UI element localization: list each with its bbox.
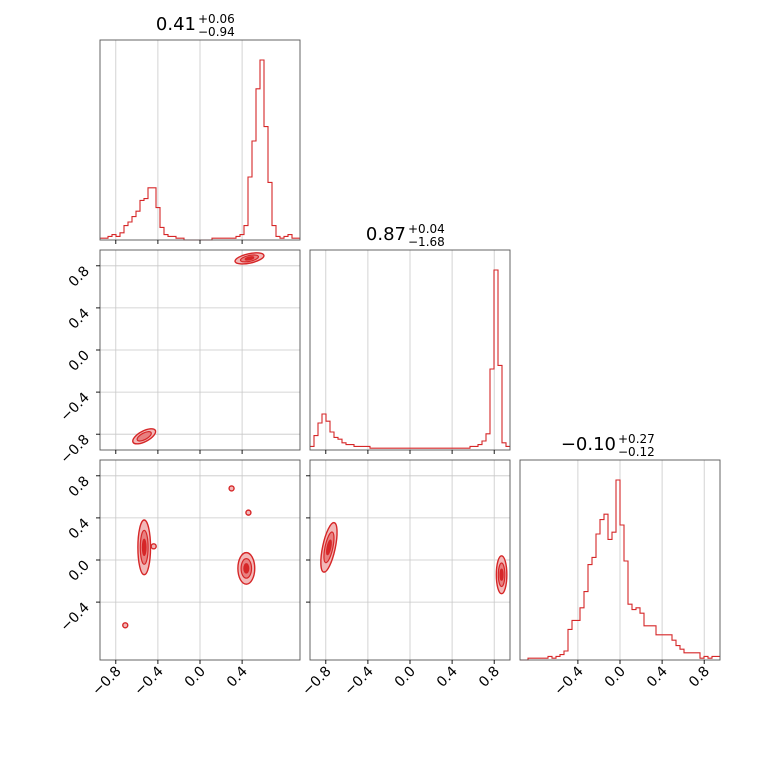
contour-p1-p2-region-0-inner [244,256,255,261]
contour-p1-p3-region-2-outer [228,485,235,492]
contour-p1-p2-region-1-mid [136,431,152,442]
contour-p2-p3-xtick-label-3: 0.4 [434,663,461,690]
contour-p1-p3-region-3-outer [245,509,252,516]
hist-p3-title: −0.10 +0.27−0.12 [561,432,655,459]
contour-p1-p3-region-5-outer [150,543,157,550]
contour-p1-p2-ytick-label-4: 0.8 [66,263,93,290]
hist-p3-title-value: −0.10 [561,434,616,455]
contour-p2-p3-region-0-inner [326,539,332,556]
contour-p1-p3-ytick-label-2: 0.4 [66,515,93,542]
contour-p1-p3-xtick-label-2: 0.0 [182,664,209,691]
contour-p1-p3-region-0-inner [141,538,147,557]
contour-p1-p3-xtick-label-1: −0.4 [131,663,166,698]
hist-p3-title-plus: +0.27 [618,432,655,446]
contour-p2-p3-xtick-label-2: 0.0 [392,664,419,691]
hist-p3-title-minus: −0.12 [618,445,655,459]
hist-p2-title: 0.87 +0.04−1.68 [366,222,445,249]
hist-p3-xtick-label-0: −0.4 [551,663,586,698]
contour-p1-p3-xtick-label-3: 0.4 [224,663,251,690]
contour-p2-p3-xtick-label-0: −0.8 [299,664,334,699]
contour-p1-p3-ytick-label-0: −0.4 [57,600,92,635]
hist-p3-xtick-label-3: 0.8 [686,664,713,691]
contour-p2-p3-xtick-label-1: −0.4 [341,663,376,698]
hist-p2-step [310,269,510,449]
hist-p1-title-minus: −0.94 [198,25,235,39]
contour-p1-p3-ytick-label-1: 0.0 [66,558,93,585]
hist-p1-title: 0.41 +0.06−0.94 [156,12,235,39]
hist-p3-xtick-label-1: 0.0 [602,664,629,691]
hist-p3-step [520,479,720,661]
hist-p1-title-value: 0.41 [156,14,196,35]
contour-p1-p3-ytick-label-3: 0.8 [66,473,93,500]
contour-p1-p3-region-4-outer [122,622,129,629]
contour-p1-p2-ytick-label-3: 0.4 [66,305,93,332]
hist-p2-title-value: 0.87 [366,224,406,245]
contour-p1-p2-ytick-label-2: 0.0 [66,348,93,375]
hist-p2-title-minus: −1.68 [408,235,445,249]
hist-p1-title-plus: +0.06 [198,12,235,26]
contour-p1-p3-region-1-inner [243,563,250,574]
hist-p2-title-plus: +0.04 [408,222,445,236]
contour-p1-p3-xtick-label-0: −0.8 [89,664,124,699]
hist-p3-xtick-label-2: 0.4 [644,663,671,690]
contour-p2-p3-region-1-inner [499,568,504,581]
contour-p1-p2-ytick-label-0: −0.8 [57,432,92,467]
contour-p1-p2-ytick-label-1: −0.4 [57,390,92,425]
contour-p2-p3-xtick-label-4: 0.8 [476,664,503,691]
